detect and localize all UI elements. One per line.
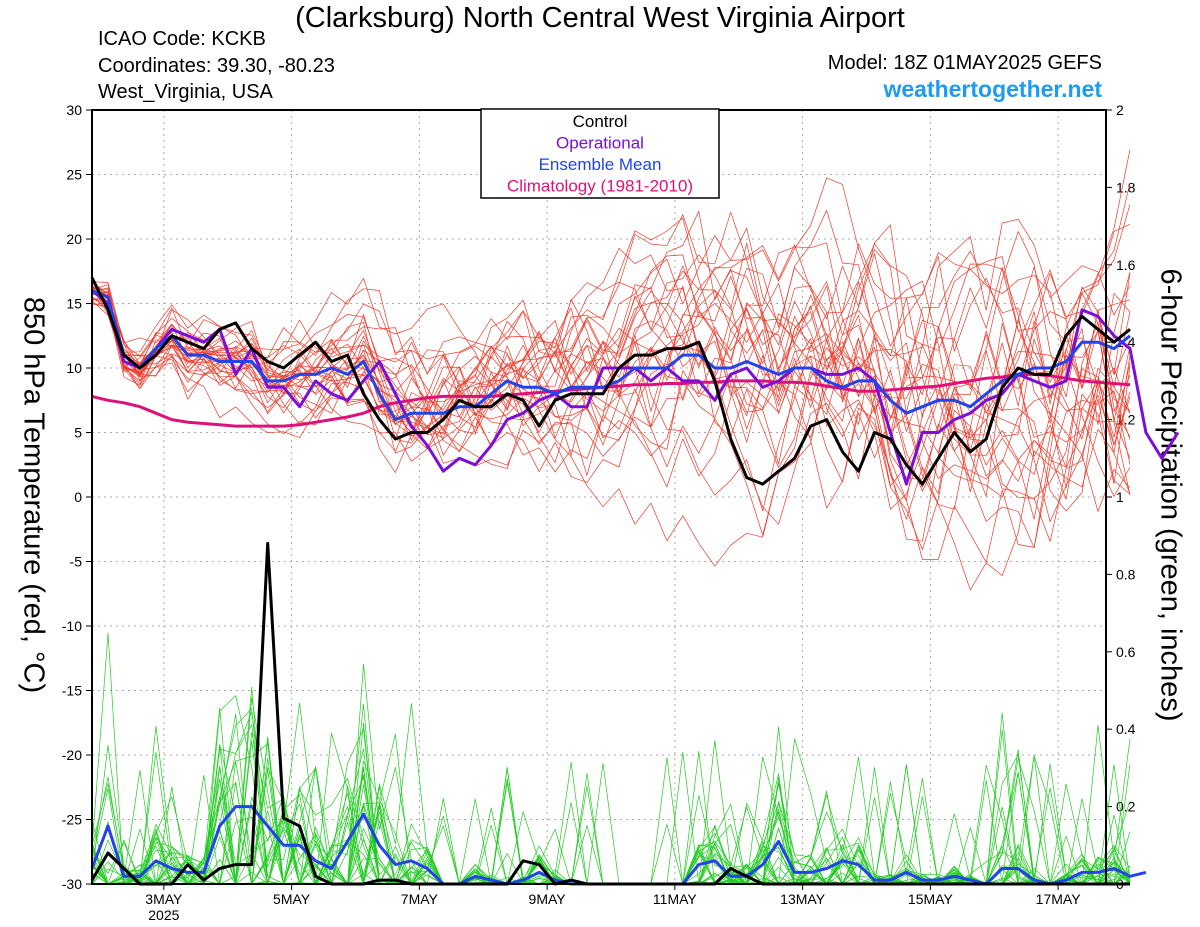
y2-tick-label: 2 xyxy=(1116,102,1124,118)
ensemble-mean-line xyxy=(91,289,1131,422)
legend-box xyxy=(480,108,720,199)
x-tick-sublabel: 2025 xyxy=(148,907,179,923)
temp-member-line xyxy=(91,211,1131,542)
temp-member-line xyxy=(91,254,1131,512)
temp-member-line xyxy=(91,209,1131,500)
model-run: Model: 18Z 01MAY2025 GEFS xyxy=(827,52,1102,74)
y-tick-label: -10 xyxy=(62,618,82,634)
precip-member-line xyxy=(92,736,1130,885)
y2-tick-label: 1 xyxy=(1116,489,1124,505)
y2-tick-label: 1.8 xyxy=(1116,179,1136,195)
precip-member-line xyxy=(91,738,1131,885)
temp-member-line xyxy=(91,177,1131,439)
x-tick-label: 15MAY xyxy=(908,891,954,907)
y-tick-label: -25 xyxy=(62,812,82,828)
x-tick-label: 5MAY xyxy=(273,891,311,907)
legend-climatology: Climatology (1981-2010) xyxy=(507,177,693,196)
temp-member-line xyxy=(91,224,1131,436)
plot-frame xyxy=(91,109,1107,885)
x-tick-label: 9MAY xyxy=(529,891,567,907)
y-tick-label: 10 xyxy=(66,360,82,376)
temp-member-line xyxy=(91,288,1131,542)
x-tick-label: 17MAY xyxy=(1036,891,1082,907)
y2-tick-label: 1.6 xyxy=(1116,257,1136,273)
precip-member-line xyxy=(91,632,1131,885)
precip-member-line xyxy=(91,686,1131,885)
y2-tick-label: 0.4 xyxy=(1116,721,1136,737)
temp-member-line xyxy=(91,277,1131,567)
y-tick-label: 25 xyxy=(66,167,82,183)
legend-ensemble-mean: Ensemble Mean xyxy=(539,155,662,174)
temp-member-line xyxy=(91,266,1131,489)
region: West_Virginia, USA xyxy=(98,81,273,103)
site-watermark[interactable]: weathertogether.net xyxy=(883,76,1102,102)
y-tick-label: -15 xyxy=(62,683,82,699)
chart-title: (Clarksburg) North Central West Virginia… xyxy=(295,2,905,34)
icao-code: ICAO Code: KCKB xyxy=(98,28,266,50)
coordinates: Coordinates: 39.30, -80.23 xyxy=(98,55,335,77)
temp-member-line xyxy=(91,280,1131,512)
climatology-line xyxy=(91,372,1131,428)
x-tick-label: 13MAY xyxy=(780,891,826,907)
x-tick-label: 3MAY xyxy=(145,891,183,907)
x-tick-label: 7MAY xyxy=(401,891,439,907)
control-line xyxy=(90,277,1131,486)
y-tick-label: 15 xyxy=(66,296,82,312)
y2-tick-label: 0.8 xyxy=(1116,566,1136,582)
y-tick-label: 0 xyxy=(74,489,82,505)
temp-member-line xyxy=(91,290,1131,469)
x-tick-label: 11MAY xyxy=(653,891,697,907)
temp-member-line xyxy=(91,242,1131,495)
y-tick-label: -20 xyxy=(62,747,82,763)
y-tick-label: 5 xyxy=(74,425,82,441)
y-tick-label: 20 xyxy=(66,231,82,247)
legend-operational: Operational xyxy=(556,134,644,153)
temp-member-line xyxy=(91,149,1131,422)
temp-member-line xyxy=(91,284,1131,551)
y-tick-label: -30 xyxy=(62,876,82,892)
temp-member-line xyxy=(91,242,1131,496)
y-tick-label: -5 xyxy=(70,554,83,570)
legend-control: Control xyxy=(573,112,628,131)
y-tick-label: 30 xyxy=(66,102,82,118)
y2-tick-label: 0.6 xyxy=(1116,644,1136,660)
